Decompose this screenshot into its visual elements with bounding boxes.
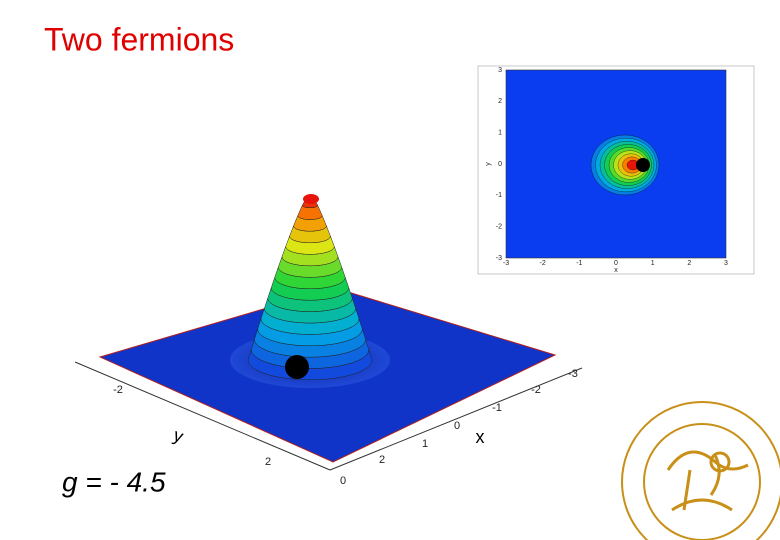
slide-title: Two fermions [44,21,234,57]
coupling-label: g = - 4.5 [62,466,166,497]
y-tick-label: -2 [113,384,123,396]
contour-plot: -3 -2 -1 0 1 2 3 3 2 1 0 -1 -2 -3 x y [477,65,755,275]
seal [621,401,780,540]
x-tick-label: 2 [379,454,385,466]
y-axis-label: y [485,162,492,166]
x-tick-label: 0 [454,420,460,432]
particle [636,158,650,172]
x-axis-line [329,367,583,471]
x-tick-label: 3 [724,260,728,267]
x-tick-label: 1 [651,260,655,267]
y-tick-label: 2 [498,98,502,105]
y-tick-label: -1 [496,192,502,199]
x-tick-label: 2 [687,260,691,267]
x-tick-label: -3 [503,260,509,267]
y-tick-label: -3 [496,255,502,262]
y-axis-label: y [171,425,186,447]
x-tick-label: 0 [614,260,618,267]
x-tick-label: -3 [568,368,578,380]
x-tick-label: -1 [576,260,582,267]
y-tick-label: -2 [496,224,502,231]
y-tick-label: 2 [265,456,271,468]
y-tick-label: 3 [498,67,502,74]
x-tick-label: -2 [540,260,546,267]
particle [285,355,309,379]
cone-tip [303,194,319,204]
x-tick-label: 0 [340,475,346,487]
x-tick-label: -1 [492,402,502,414]
x-tick-label: 1 [422,438,428,450]
y-axis-line [74,361,331,471]
y-tick-label: 0 [498,161,502,168]
x-axis-label: x [476,427,485,447]
x-tick-label: -2 [531,384,541,396]
surface-plot: -2 2 y 0 2 1 0 -1 -2 -3 x [74,194,583,487]
y-tick-label: 1 [498,130,502,137]
x-axis-label: x [614,267,618,274]
